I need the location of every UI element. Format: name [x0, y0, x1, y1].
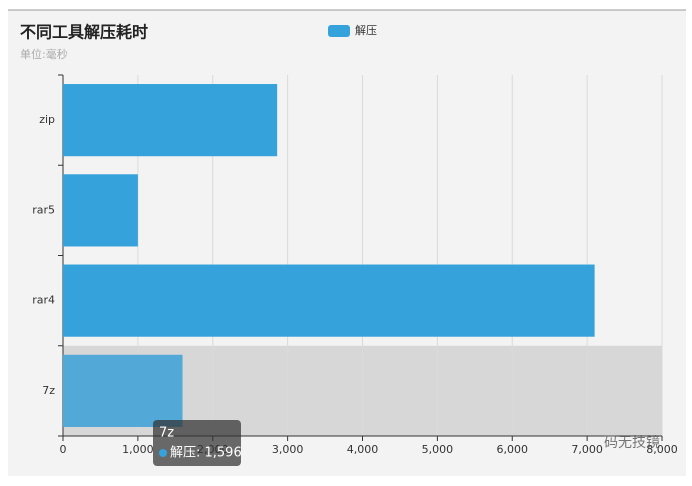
legend-label: 解压	[355, 23, 377, 37]
bar	[63, 84, 278, 157]
tooltip-title: 7z	[159, 426, 174, 441]
x-tick-label: 4,000	[347, 443, 379, 456]
x-tick-label: 3,000	[272, 443, 304, 456]
legend-swatch	[328, 25, 350, 37]
tooltip-text: 解压: 1,596	[170, 446, 242, 461]
bar	[63, 174, 138, 247]
x-tick-label: 7,000	[571, 443, 603, 456]
x-tick-label: 8,000	[646, 443, 678, 456]
chart-subtitle: 单位:毫秒	[20, 47, 68, 61]
tooltip-box	[153, 420, 241, 466]
x-tick-label: 5,000	[422, 443, 454, 456]
y-tick-label: zip	[39, 113, 55, 126]
bar	[63, 264, 595, 337]
x-tick-label: 0	[60, 443, 67, 456]
x-tick-label: 6,000	[497, 443, 529, 456]
y-tick-label: rar4	[32, 294, 55, 307]
y-tick-label: rar5	[32, 203, 55, 216]
bar	[63, 354, 183, 427]
tooltip-dot	[159, 449, 167, 457]
y-tick-label: 7z	[42, 384, 55, 397]
watermark: 码无技镜	[604, 435, 660, 451]
chart-title: 不同工具解压耗时	[20, 23, 148, 42]
x-tick-label: 1,000	[122, 443, 154, 456]
